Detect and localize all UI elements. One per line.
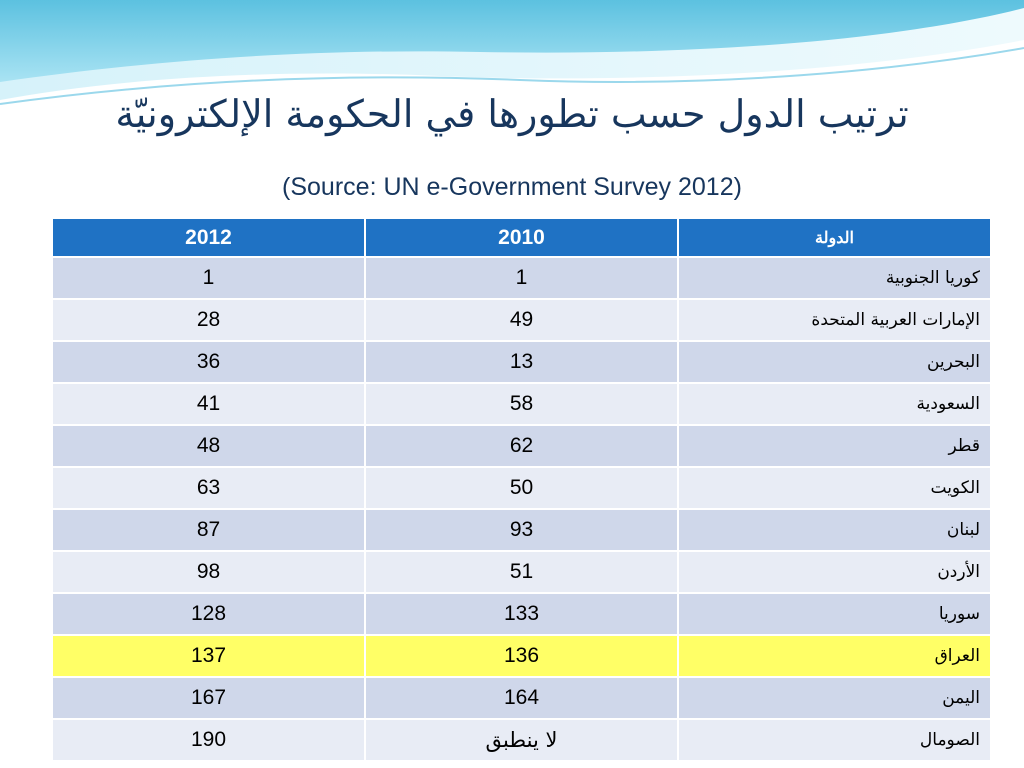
cell-rank-2010: 62 xyxy=(364,424,679,468)
cell-country: السعودية xyxy=(677,382,992,426)
cell-rank-2010: 133 xyxy=(364,592,679,636)
cell-rank-2012: 128 xyxy=(51,592,366,636)
table-row: 98 51 الأردن xyxy=(51,550,992,594)
cell-rank-2010: 1 xyxy=(364,256,679,300)
cell-country: كوريا الجنوبية xyxy=(677,256,992,300)
cell-rank-2010: 136 xyxy=(364,634,679,678)
cell-country: الإمارات العربية المتحدة xyxy=(677,298,992,342)
table-row: 36 13 البحرين xyxy=(51,340,992,384)
column-header-country: الدولة xyxy=(677,217,992,258)
header-wave-decoration xyxy=(0,0,1024,105)
cell-country: البحرين xyxy=(677,340,992,384)
ranking-table: 2012 2010 الدولة 1 1 كوريا الجنوبية 28 49 الإ… xyxy=(51,217,992,762)
table-row: 28 49 الإمارات العربية المتحدة xyxy=(51,298,992,342)
cell-rank-2012: 98 xyxy=(51,550,366,594)
cell-rank-2012: 1 xyxy=(51,256,366,300)
wave-line xyxy=(0,47,1024,105)
cell-country: قطر xyxy=(677,424,992,468)
cell-rank-2010: لا ينطبق xyxy=(364,718,679,762)
column-header-2012: 2012 xyxy=(51,217,366,258)
cell-rank-2012: 167 xyxy=(51,676,366,720)
cell-country: العراق xyxy=(677,634,992,678)
cell-country: لبنان xyxy=(677,508,992,552)
cell-rank-2010: 49 xyxy=(364,298,679,342)
cell-rank-2012: 190 xyxy=(51,718,366,762)
cell-rank-2012: 48 xyxy=(51,424,366,468)
wave-front xyxy=(0,0,1024,82)
cell-rank-2012: 63 xyxy=(51,466,366,510)
table-row: 41 58 السعودية xyxy=(51,382,992,426)
cell-country: سوريا xyxy=(677,592,992,636)
table-header: 2012 2010 الدولة xyxy=(51,217,992,258)
cell-country: الكويت xyxy=(677,466,992,510)
cell-rank-2010: 51 xyxy=(364,550,679,594)
cell-country: الأردن xyxy=(677,550,992,594)
cell-rank-2010: 13 xyxy=(364,340,679,384)
table-row: 87 93 لبنان xyxy=(51,508,992,552)
cell-country: الصومال xyxy=(677,718,992,762)
cell-rank-2012: 137 xyxy=(51,634,366,678)
table-row: 137 136 العراق xyxy=(51,634,992,678)
header-row: 2012 2010 الدولة xyxy=(51,217,992,258)
source-subtitle: (Source: UN e-Government Survey 2012) xyxy=(282,173,742,201)
cell-rank-2012: 41 xyxy=(51,382,366,426)
cell-rank-2012: 36 xyxy=(51,340,366,384)
table-row: 190 لا ينطبق الصومال xyxy=(51,718,992,762)
cell-rank-2010: 50 xyxy=(364,466,679,510)
cell-rank-2010: 93 xyxy=(364,508,679,552)
table-row: 63 50 الكويت xyxy=(51,466,992,510)
column-header-2010: 2010 xyxy=(364,217,679,258)
cell-rank-2012: 28 xyxy=(51,298,366,342)
cell-rank-2010: 58 xyxy=(364,382,679,426)
cell-rank-2012: 87 xyxy=(51,508,366,552)
table-row: 167 164 اليمن xyxy=(51,676,992,720)
table-row: 1 1 كوريا الجنوبية xyxy=(51,256,992,300)
table-row: 48 62 قطر xyxy=(51,424,992,468)
cell-rank-2010: 164 xyxy=(364,676,679,720)
cell-country: اليمن xyxy=(677,676,992,720)
page-title: ترتيب الدول حسب تطورها في الحكومة الإلكت… xyxy=(115,92,909,136)
table-row: 128 133 سوريا xyxy=(51,592,992,636)
table-body: 1 1 كوريا الجنوبية 28 49 الإمارات العربية الم… xyxy=(51,256,992,762)
